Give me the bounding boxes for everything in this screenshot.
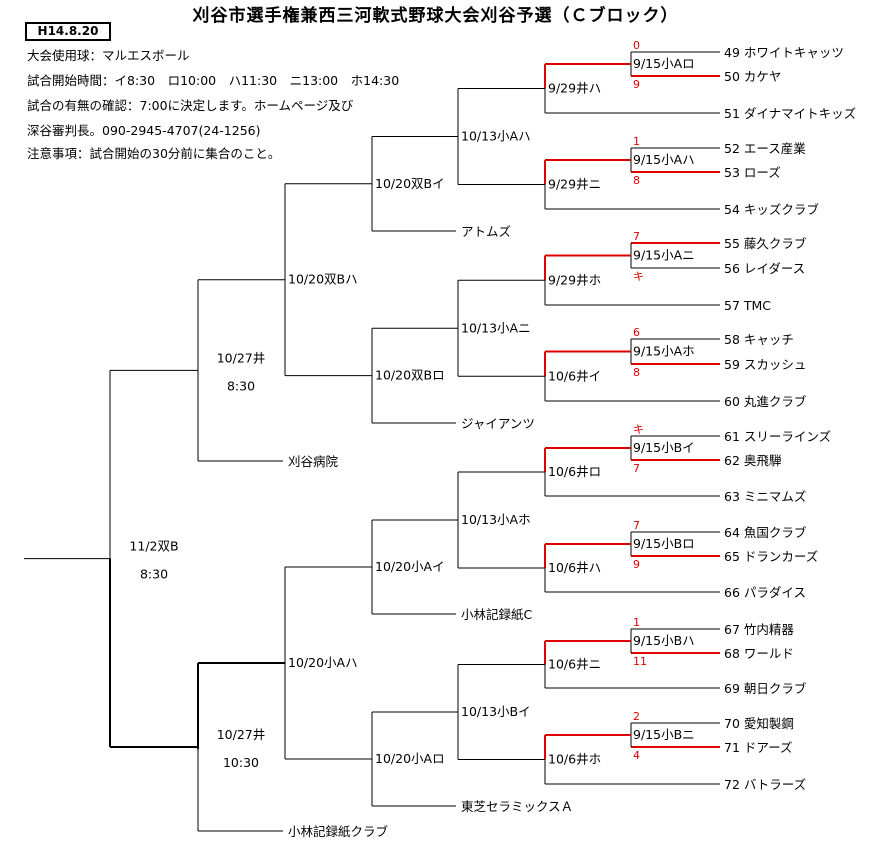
round4-label-0: 10/20双Bイ bbox=[375, 176, 445, 191]
info-ball: 大会使用球：マルエスボール bbox=[27, 48, 190, 63]
bye-team-1: ジャイアンツ bbox=[461, 416, 535, 431]
team-60: 60 丸進クラブ bbox=[724, 394, 807, 409]
date-box: H14.8.20 bbox=[25, 22, 111, 41]
team-57: 57 TMC bbox=[724, 298, 771, 313]
team-51: 51 ダイナマイトキッズ bbox=[724, 106, 856, 121]
score-top-6: 1 bbox=[633, 616, 640, 629]
round1-label-6: 9/15小Bハ bbox=[633, 633, 695, 648]
score-top-2: 7 bbox=[633, 230, 640, 243]
score-top-4: キ bbox=[633, 423, 644, 436]
team-71: 71 ドアーズ bbox=[724, 740, 793, 755]
score-top-5: 7 bbox=[633, 519, 640, 532]
team-61: 61 スリーラインズ bbox=[724, 429, 831, 444]
round4-label-2: 10/20小Aイ bbox=[375, 559, 445, 574]
bye-team-4: 東芝セラミックスＡ bbox=[461, 799, 573, 814]
team-65: 65 ドランカーズ bbox=[724, 549, 818, 564]
semi-time-0: 8:30 bbox=[227, 378, 255, 393]
score-bottom-2: キ bbox=[633, 270, 644, 283]
bye-team-2: 刈谷病院 bbox=[288, 454, 339, 469]
team-67: 67 竹内精器 bbox=[724, 622, 794, 637]
team-72: 72 バトラーズ bbox=[724, 777, 806, 792]
score-bottom-1: 8 bbox=[633, 174, 640, 187]
team-54: 54 キッズクラブ bbox=[724, 202, 819, 217]
round2-label-6: 10/6井ニ bbox=[548, 657, 601, 672]
round1-label-4: 9/15小Bイ bbox=[633, 440, 695, 455]
round3-label-1: 10/13小Aニ bbox=[461, 320, 531, 335]
round2-label-7: 10/6井ホ bbox=[548, 752, 601, 767]
bye-team-3: 小林記録紙C bbox=[461, 607, 533, 622]
round5-label-1: 10/20小Aハ bbox=[288, 655, 358, 670]
team-49: 49 ホワイトキャッツ bbox=[724, 45, 844, 60]
team-53: 53 ローズ bbox=[724, 165, 781, 180]
final-date: 11/2双B bbox=[129, 539, 178, 554]
round1-label-7: 9/15小Bニ bbox=[633, 727, 695, 742]
team-64: 64 魚国クラブ bbox=[724, 525, 807, 540]
score-top-3: 6 bbox=[633, 326, 640, 339]
bye-team-0: アトムズ bbox=[461, 224, 511, 239]
team-56: 56 レイダース bbox=[724, 261, 805, 276]
round3-label-0: 10/13小Aハ bbox=[461, 129, 531, 144]
round3-label-2: 10/13小Aホ bbox=[461, 512, 531, 527]
round2-label-5: 10/6井ハ bbox=[548, 560, 601, 575]
round1-label-1: 9/15小Aハ bbox=[633, 152, 695, 167]
bye-team-5: 小林記録紙クラブ bbox=[288, 824, 389, 839]
round5-label-0: 10/20双Bハ bbox=[288, 272, 358, 287]
round1-label-3: 9/15小Aホ bbox=[633, 344, 695, 359]
round1-label-0: 9/15小Aロ bbox=[633, 56, 695, 71]
final-time: 8:30 bbox=[140, 567, 168, 582]
team-52: 52 エース産業 bbox=[724, 141, 806, 156]
score-top-7: 2 bbox=[633, 710, 640, 723]
score-top-1: 1 bbox=[633, 135, 640, 148]
score-bottom-5: 9 bbox=[633, 558, 640, 571]
score-top-0: 0 bbox=[633, 39, 640, 52]
team-59: 59 スカッシュ bbox=[724, 357, 806, 372]
team-63: 63 ミニマムズ bbox=[724, 489, 806, 504]
team-50: 50 カケヤ bbox=[724, 69, 781, 84]
page-title: 刈谷市選手権兼西三河軟式野球大会刈谷予選（Ｃブロック） bbox=[192, 6, 679, 26]
team-58: 58 キャッチ bbox=[724, 332, 794, 347]
round3-label-3: 10/13小Bイ bbox=[461, 704, 531, 719]
round2-label-0: 9/29井ハ bbox=[548, 81, 601, 96]
semi-date-0: 10/27井 bbox=[217, 350, 266, 365]
score-bottom-7: 4 bbox=[633, 749, 640, 762]
team-66: 66 パラダイス bbox=[724, 585, 806, 600]
team-69: 69 朝日クラブ bbox=[724, 681, 807, 696]
round4-label-1: 10/20双Bロ bbox=[375, 368, 445, 383]
round1-label-5: 9/15小Bロ bbox=[633, 536, 695, 551]
score-bottom-4: 7 bbox=[633, 462, 640, 475]
team-68: 68 ワールド bbox=[724, 646, 794, 661]
round2-label-4: 10/6井ロ bbox=[548, 464, 601, 479]
round2-label-1: 9/29井ニ bbox=[548, 177, 601, 192]
semi-time-1: 10:30 bbox=[223, 755, 259, 770]
round4-label-3: 10/20小Aロ bbox=[375, 751, 445, 766]
score-bottom-0: 9 bbox=[633, 78, 640, 91]
round2-label-3: 10/6井イ bbox=[548, 368, 601, 383]
info-notice: 注意事項：試合開始の30分前に集合のこと。 bbox=[27, 146, 281, 161]
info-start-times: 試合開始時間：イ8:30 ロ10:00 ハ11:30 ニ13:00 ホ14:30 bbox=[27, 73, 400, 88]
info-contact: 深谷審判長。090-2945-4707(24-1256) bbox=[27, 123, 261, 138]
info-confirmation: 試合の有無の確認：7:00に決定します。ホームページ及び bbox=[27, 98, 354, 113]
semi-date-1: 10/27井 bbox=[217, 727, 266, 742]
round1-label-2: 9/15小Aニ bbox=[633, 248, 695, 263]
score-bottom-3: 8 bbox=[633, 366, 640, 379]
score-bottom-6: 11 bbox=[633, 655, 647, 668]
round2-label-2: 9/29井ホ bbox=[548, 272, 601, 287]
team-62: 62 奥飛騨 bbox=[724, 453, 781, 468]
team-70: 70 愛知製鋼 bbox=[724, 716, 794, 731]
team-55: 55 藤久クラブ bbox=[724, 236, 807, 251]
